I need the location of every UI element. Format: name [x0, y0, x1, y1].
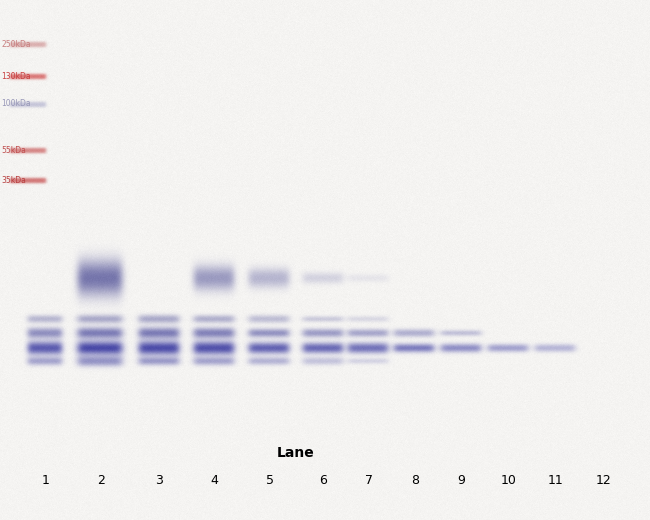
Text: 5: 5 [266, 474, 274, 488]
Text: 10: 10 [500, 474, 516, 488]
Text: 35kDa: 35kDa [1, 176, 26, 186]
Text: 12: 12 [595, 474, 611, 488]
Text: 7: 7 [365, 474, 372, 488]
Text: 9: 9 [458, 474, 465, 488]
Text: 1: 1 [42, 474, 49, 488]
Text: 3: 3 [155, 474, 163, 488]
Text: 6: 6 [319, 474, 327, 488]
Text: Lane: Lane [277, 447, 315, 460]
Text: 8: 8 [411, 474, 419, 488]
Text: 250kDa: 250kDa [1, 40, 31, 49]
Text: 130kDa: 130kDa [1, 72, 31, 82]
Text: 2: 2 [97, 474, 105, 488]
Text: 11: 11 [548, 474, 564, 488]
Text: 100kDa: 100kDa [1, 99, 31, 109]
Text: 55kDa: 55kDa [1, 146, 26, 155]
Text: 4: 4 [211, 474, 218, 488]
